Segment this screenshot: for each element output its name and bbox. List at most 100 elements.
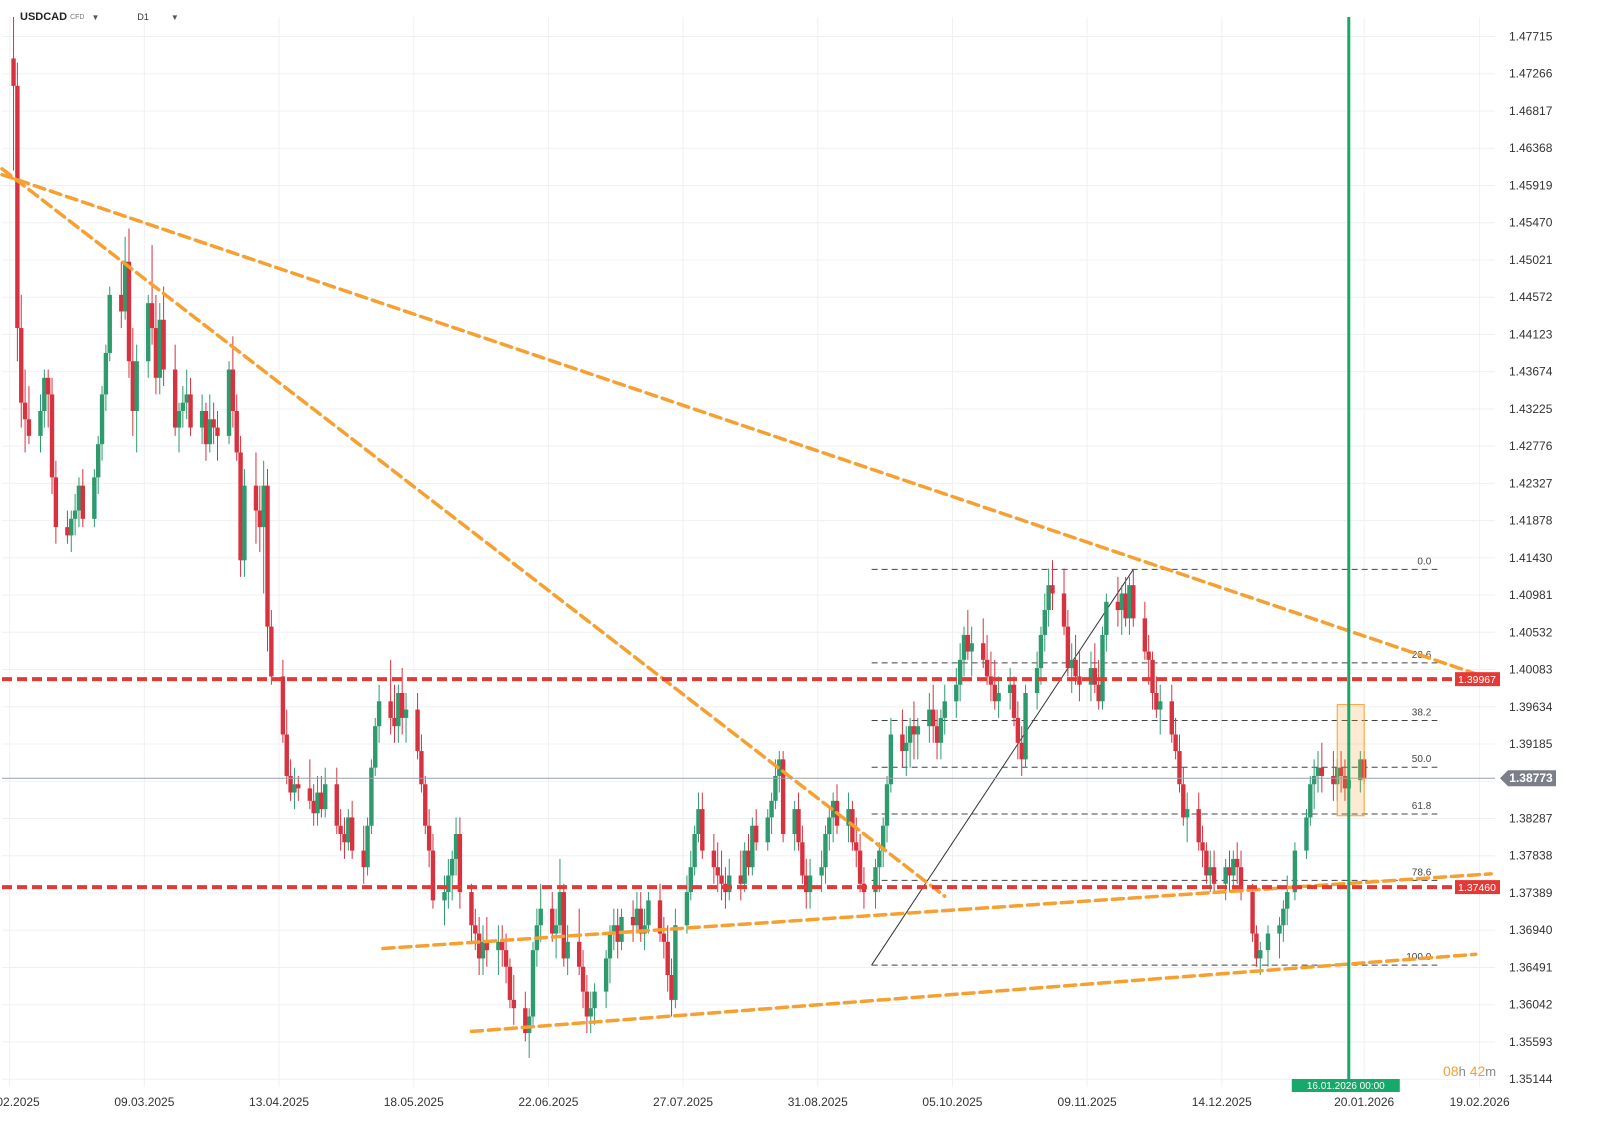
candle-body (130, 361, 136, 411)
trendline (0, 167, 947, 898)
candle-body (226, 369, 232, 436)
candle-body (161, 319, 166, 370)
x-tick-label: 14.12.2025 (1192, 1095, 1252, 1109)
candle-body (877, 850, 882, 868)
candle-body (769, 800, 774, 818)
candle-body (1173, 734, 1178, 752)
candle-body (53, 477, 59, 528)
symbol-selector[interactable]: USDCAD CFD ▼ (20, 11, 99, 23)
candle-body (338, 825, 343, 835)
candle-body (996, 693, 1001, 702)
candle-body (76, 485, 82, 511)
candle-body (904, 742, 909, 752)
candle-body (1119, 593, 1124, 611)
candle-body (311, 800, 316, 814)
timeframe-selector[interactable]: D1 ▼ (137, 12, 178, 22)
y-tick-label: 1.36491 (1509, 960, 1553, 974)
fib-level-label: 0.0 (1417, 556, 1431, 567)
candle-body (1338, 767, 1344, 776)
candle-body (45, 377, 51, 395)
candle-body (1146, 651, 1151, 660)
x-tick-label: 22.06.2025 (518, 1095, 578, 1109)
trendline (0, 172, 1486, 679)
candle-body (319, 792, 324, 810)
y-tick-label: 1.41878 (1509, 514, 1553, 528)
candle-body (1042, 610, 1047, 635)
candle-body (199, 410, 205, 428)
candle-body (1234, 858, 1240, 868)
candle-body (172, 369, 178, 428)
candle-body (1011, 684, 1017, 718)
candle-body (1181, 784, 1186, 818)
fib-level-label: 61.8 (1412, 801, 1432, 812)
candle-body (1127, 585, 1132, 619)
candle-body (715, 867, 720, 876)
candle-body (1169, 701, 1174, 735)
candle-body (257, 510, 263, 528)
candle-body (561, 892, 566, 959)
candle-body (1115, 601, 1121, 611)
x-tick-label: 02.02.2025 (0, 1095, 40, 1109)
candle-body (1331, 775, 1336, 785)
candle-body (553, 925, 559, 934)
candle-body (253, 485, 259, 511)
candle-body (146, 303, 151, 362)
candle-body (1123, 593, 1128, 619)
candle-body (103, 352, 109, 395)
candle-body (19, 328, 24, 403)
candle-body (750, 825, 755, 868)
candle-body (188, 394, 193, 428)
y-tick-label: 1.37389 (1509, 886, 1553, 900)
candle-body (1265, 933, 1271, 951)
candle-body (938, 717, 944, 743)
candle-body (234, 410, 239, 453)
candle-body (415, 709, 420, 752)
candle-body (284, 734, 289, 776)
candle-body (1061, 593, 1067, 627)
candle-body (442, 892, 447, 901)
candle-body (969, 643, 974, 652)
chevron-down-icon[interactable]: ▼ (170, 12, 179, 22)
candle-body (149, 303, 155, 329)
candle-body (907, 726, 913, 743)
candle-body (288, 775, 293, 793)
candle-body (373, 726, 378, 768)
candle-body (95, 444, 101, 478)
trendline (469, 952, 1478, 1034)
candle-body (819, 867, 824, 876)
candle-body (957, 659, 963, 685)
chevron-down-icon[interactable]: ▼ (91, 12, 100, 22)
candle-body (954, 684, 959, 702)
candle-body (915, 726, 921, 735)
candle-body (453, 834, 459, 859)
candle-body (22, 402, 28, 420)
candle-body (823, 834, 828, 868)
candle-body (1158, 701, 1163, 710)
candle-body (611, 925, 617, 934)
candle-body (1019, 742, 1024, 760)
candle-body (265, 485, 270, 627)
bar-countdown: 08h 42m (1443, 1063, 1496, 1079)
y-tick-label: 1.39634 (1509, 700, 1553, 714)
horizontal-level-price: 1.39967 (1458, 674, 1496, 686)
y-tick-label: 1.42327 (1509, 476, 1553, 490)
candle-body (1231, 858, 1236, 876)
candle-body (134, 361, 139, 411)
candle-body (742, 850, 747, 884)
candle-body (523, 1008, 528, 1034)
candle-body (1208, 867, 1213, 876)
candle-body (804, 875, 809, 893)
y-tick-label: 1.47266 (1509, 67, 1553, 81)
y-tick-label: 1.36940 (1509, 923, 1553, 937)
candle-body (503, 950, 509, 967)
candle-body (399, 693, 405, 718)
candle-body (315, 792, 320, 814)
candle-body (1204, 850, 1209, 876)
y-tick-label: 1.40083 (1509, 663, 1553, 677)
candle-body (1315, 767, 1321, 776)
candle-body (419, 751, 424, 785)
candle-body (376, 701, 382, 727)
candle-body (292, 784, 297, 793)
candle-body (1077, 676, 1082, 685)
